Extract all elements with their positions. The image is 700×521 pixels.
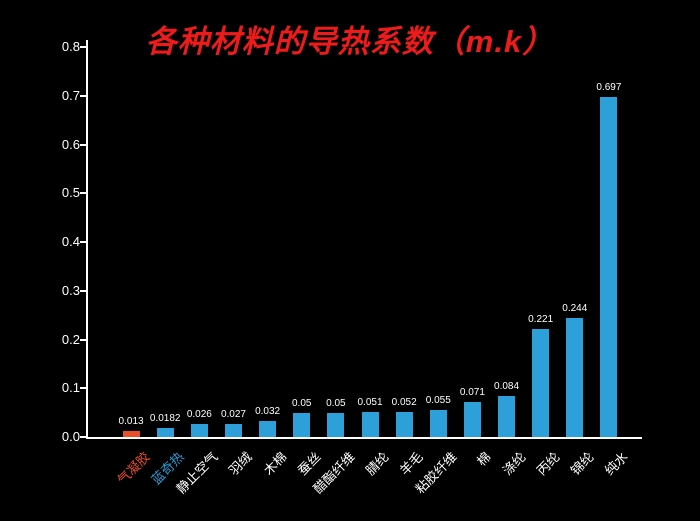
y-tick-label: 0.2 — [61, 331, 80, 347]
y-tick-mark — [80, 192, 86, 195]
bar — [395, 411, 413, 437]
bar — [293, 412, 311, 437]
y-tick-mark — [80, 94, 86, 97]
x-axis-line — [86, 437, 642, 439]
bar-value-label: 0.052 — [391, 396, 417, 408]
bar — [498, 396, 516, 437]
bar-value-label: 0.051 — [357, 397, 383, 409]
y-tick-mark — [80, 387, 86, 390]
bar-value-label: 0.055 — [425, 395, 451, 407]
bar — [532, 329, 550, 437]
x-tick-label: 涤纶 — [499, 449, 529, 479]
chart-title: 各种材料的导热系数（m.k） — [145, 24, 555, 59]
y-tick-mark — [80, 143, 86, 146]
bar-value-label: 0.013 — [118, 415, 144, 427]
y-tick-mark — [80, 436, 86, 438]
bar — [429, 410, 447, 437]
y-tick-mark — [80, 241, 86, 243]
y-tick-label: 0.0 — [61, 429, 80, 444]
bar — [156, 428, 174, 437]
bar-value-label: 0.697 — [596, 82, 622, 94]
y-tick-label: 0.1 — [61, 380, 80, 396]
bar — [224, 423, 242, 437]
bar-value-label: 0.027 — [220, 408, 246, 420]
bar — [600, 97, 618, 437]
x-tick-label: 棉 — [474, 449, 495, 469]
bar-value-label: 0.032 — [255, 406, 281, 418]
y-tick-label: 0.8 — [61, 39, 80, 54]
bar-value-label: 0.084 — [494, 381, 520, 393]
y-tick-mark — [80, 289, 86, 292]
x-tick-label: 羽绒 — [226, 449, 256, 479]
bar — [361, 412, 379, 437]
bar-value-label: 0.05 — [326, 397, 346, 409]
bar-value-label: 0.244 — [562, 303, 588, 315]
bar-value-label: 0.071 — [459, 387, 485, 399]
bar — [190, 424, 208, 437]
x-tick-label: 腈纶 — [362, 449, 392, 479]
y-tick-label: 0.3 — [61, 282, 80, 298]
bar-value-label: 0.221 — [528, 314, 554, 326]
bar — [259, 421, 277, 437]
bar-value-label: 0.026 — [186, 409, 212, 421]
x-tick-label: 锦纶 — [567, 449, 597, 479]
y-axis-line — [86, 40, 88, 439]
y-tick-mark — [80, 46, 86, 48]
bar — [327, 412, 345, 437]
x-tick-label: 木棉 — [260, 449, 290, 479]
x-tick-label: 丙纶 — [533, 449, 563, 479]
bar-value-label: 0.0182 — [149, 413, 181, 425]
bar — [463, 402, 481, 437]
x-tick-label: 气凝胶 — [114, 449, 153, 488]
y-tick-label: 0.6 — [61, 136, 80, 152]
bar — [122, 430, 140, 437]
x-tick-label: 纯水 — [601, 449, 631, 479]
y-tick-mark — [80, 338, 86, 341]
y-tick-label: 0.4 — [61, 234, 80, 249]
y-tick-label: 0.7 — [61, 87, 80, 103]
bar-value-label: 0.05 — [291, 397, 312, 409]
y-tick-label: 0.5 — [61, 185, 80, 201]
bar — [566, 318, 584, 437]
